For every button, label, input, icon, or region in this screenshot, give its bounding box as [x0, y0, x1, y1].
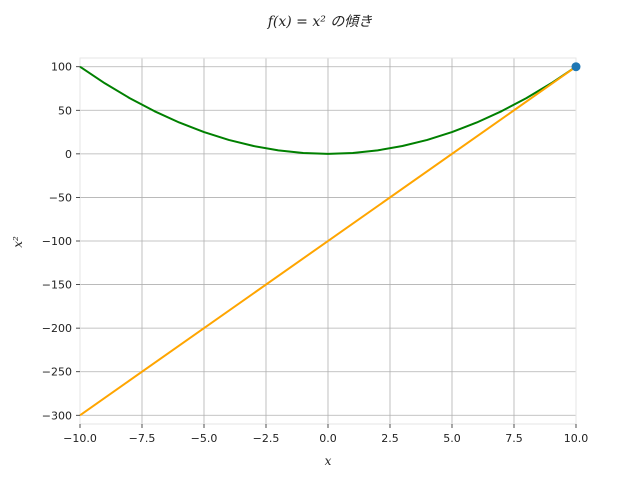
series-line-0 — [79, 65, 577, 155]
y-axis-ticks: −300 −250 −200 −150 −100 −50 0 50 100 — [42, 61, 80, 422]
y-tick-label: −300 — [42, 409, 72, 422]
y-tick-label: −250 — [42, 366, 72, 379]
x-tick-label: −10.0 — [63, 432, 97, 445]
series-line-1 — [79, 65, 577, 417]
x-tick-label: −7.5 — [129, 432, 156, 445]
x-tick-label: 0.0 — [319, 432, 337, 445]
y-tick-label: 100 — [51, 61, 72, 74]
x-tick-label: 10.0 — [564, 432, 589, 445]
x-axis-label: x — [325, 454, 332, 468]
y-tick-label: −200 — [42, 322, 72, 335]
y-axis-label: x² — [11, 236, 25, 248]
x-tick-label: 2.5 — [381, 432, 399, 445]
x-axis-ticks: −10.0 −7.5 −5.0 −2.5 0.0 2.5 5.0 7.5 10.0 — [63, 424, 588, 445]
chart-title: f(x) = x² の傾き — [267, 14, 373, 30]
x-tick-label: 7.5 — [505, 432, 523, 445]
x-tick-label: −2.5 — [253, 432, 280, 445]
y-tick-label: 50 — [58, 104, 72, 117]
data-point — [571, 62, 581, 72]
y-tick-label: 0 — [65, 148, 72, 161]
x-tick-label: 5.0 — [443, 432, 461, 445]
series-group — [79, 65, 577, 417]
points-group — [571, 62, 581, 72]
y-tick-label: −100 — [42, 235, 72, 248]
x-tick-label: −5.0 — [191, 432, 218, 445]
y-tick-label: −50 — [49, 191, 72, 204]
y-tick-label: −150 — [42, 279, 72, 292]
